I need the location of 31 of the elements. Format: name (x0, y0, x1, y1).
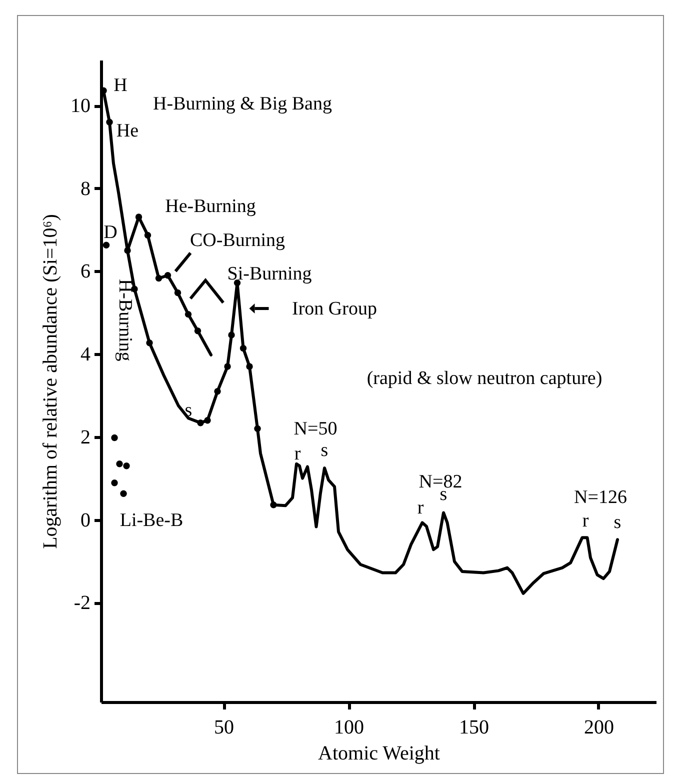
y-tick-label: 6 (80, 260, 90, 283)
annotation: s (614, 512, 622, 533)
y-tick-label: 2 (80, 426, 90, 448)
annotation: r (582, 510, 590, 532)
annotation: N=126 (574, 486, 627, 508)
x-tick-label: 150 (459, 716, 489, 738)
annotation: H-Burning (114, 278, 136, 362)
annotation: CO-Burning (190, 230, 286, 252)
annotation: r (417, 497, 424, 518)
annotation: Si-Burning (227, 263, 312, 284)
x-tick-label: 50 (214, 716, 234, 738)
annotation: H-Burning & Big Bang (153, 93, 332, 114)
y-tick-label: 8 (80, 178, 90, 200)
annotation: He-Burning (165, 196, 256, 218)
y-tick-label: 4 (80, 344, 90, 366)
annotation: Li-Be-B (120, 510, 184, 531)
annotation: r (294, 443, 302, 464)
annotation: s (320, 440, 328, 462)
x-tick-label: 100 (334, 716, 364, 738)
x-axis-title: Atomic Weight (318, 742, 440, 764)
annotation: He (116, 120, 139, 142)
y-tick-label: 10 (70, 95, 90, 118)
y-tick-label: 0 (80, 509, 90, 532)
y-tick-label: -2 (74, 592, 90, 614)
annotation: (rapid & slow neutron capture) (366, 368, 602, 390)
annotation: Iron Group (292, 298, 377, 320)
annotation: N=50 (294, 418, 338, 440)
annotation: H (114, 74, 128, 96)
annotation: D (104, 222, 118, 243)
x-tick-label: 200 (584, 716, 614, 738)
y-axis-title: Logarithm of relative abundance (Si=10⁶) (40, 214, 62, 549)
